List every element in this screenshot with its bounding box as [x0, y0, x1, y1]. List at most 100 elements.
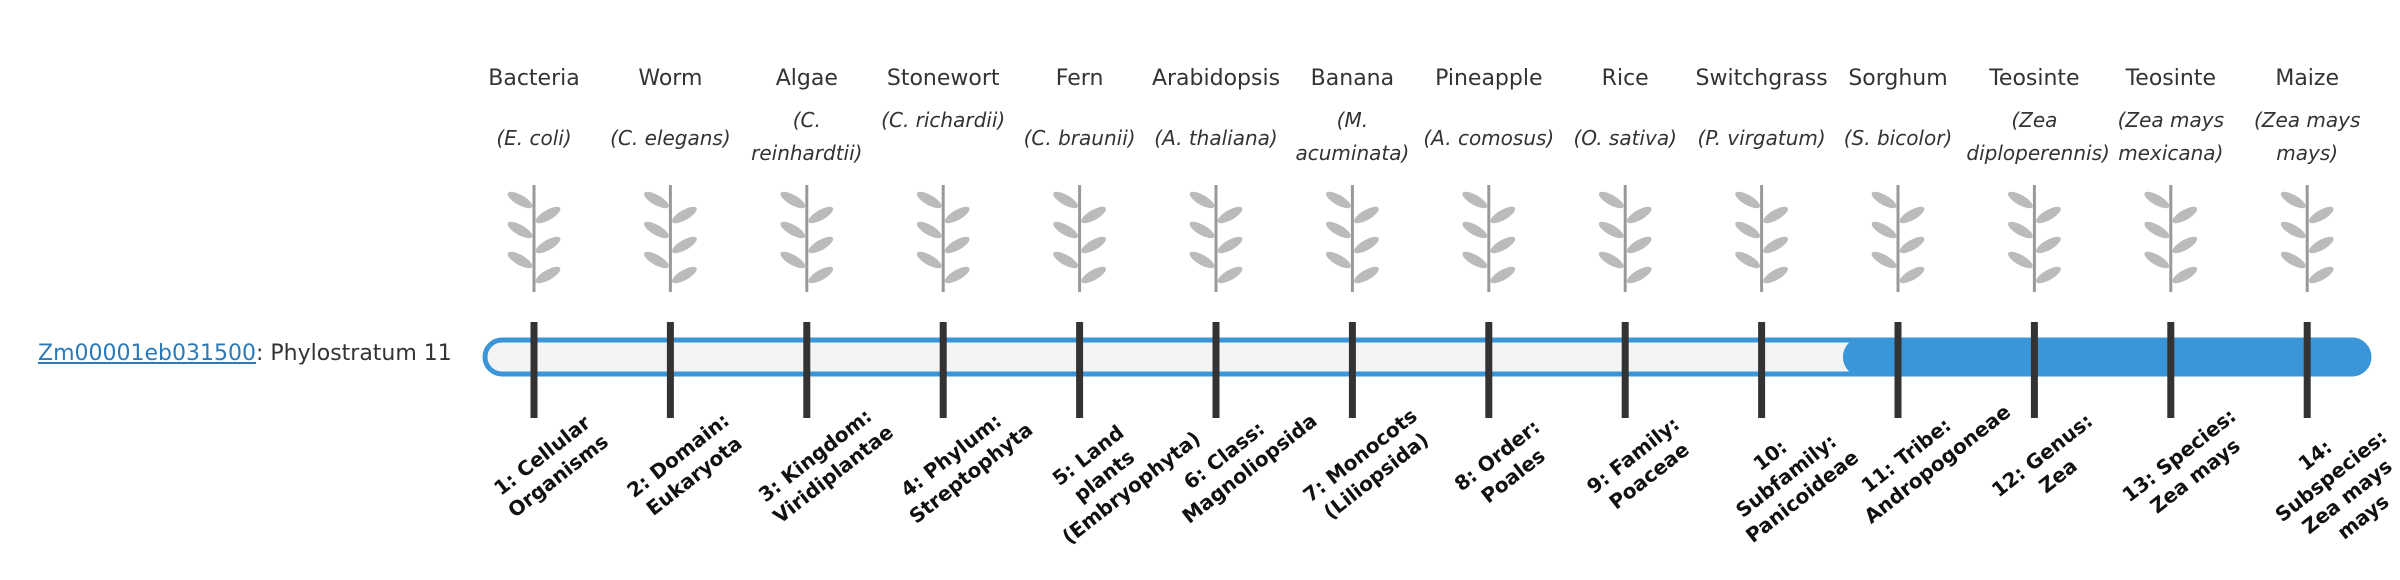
icon-leaf: [1081, 236, 1106, 254]
icon-leaf: [507, 191, 533, 209]
organism-name: Sorghum: [1848, 66, 1948, 91]
organism-name: Banana: [1310, 66, 1395, 91]
icon-leaf: [644, 221, 669, 239]
icon-leaf: [1326, 251, 1351, 269]
icon-leaf: [1189, 251, 1215, 269]
icon-leaf: [1735, 221, 1760, 239]
organism-icon: [2008, 185, 2061, 292]
icon-leaf: [1189, 191, 1215, 209]
organism-species: (C. reinhardtii): [751, 108, 863, 165]
icon-leaf: [1354, 236, 1379, 254]
icon-leaf: [1598, 251, 1624, 269]
organism-icon: [916, 185, 970, 292]
organism-species: (M. acuminata): [1295, 108, 1410, 165]
icon-leaf: [916, 221, 942, 239]
organism-name: Worm: [638, 66, 703, 91]
icon-leaf: [1354, 206, 1379, 224]
organism-icon: [1189, 185, 1243, 292]
icon-leaf: [944, 236, 970, 254]
icon-leaf: [1462, 251, 1488, 269]
organism-name: Teosinte: [2125, 66, 2216, 91]
icon-leaf: [1217, 266, 1243, 284]
icon-leaf: [780, 221, 806, 239]
icon-leaf: [1626, 266, 1652, 284]
icon-leaf: [1217, 206, 1243, 224]
organism-species: (O. sativa): [1573, 126, 1677, 150]
organism-species: (E. coli): [496, 126, 572, 150]
icon-leaf: [1598, 191, 1624, 209]
organism-species: (A. comosus): [1423, 126, 1555, 150]
phylostratum-text: : Phylostratum 11: [255, 341, 452, 366]
organism-species: (P. virgatum): [1697, 126, 1826, 150]
organism-name: Pineapple: [1435, 66, 1543, 91]
organism-icon: [644, 185, 697, 292]
icon-leaf: [2280, 191, 2306, 209]
organism-icon: [1326, 185, 1379, 292]
icon-leaf: [2008, 221, 2033, 239]
organism-species: (C. elegans): [610, 126, 731, 150]
organism-icon: [1735, 185, 1788, 292]
icon-leaf: [1871, 251, 1897, 269]
icon-leaf: [2308, 266, 2334, 284]
icon-leaf: [1763, 266, 1788, 284]
icon-leaf: [1899, 236, 1925, 254]
icon-leaf: [1081, 206, 1106, 224]
organism-icon: [1462, 185, 1516, 292]
icon-leaf: [2280, 251, 2306, 269]
organism-name: Bacteria: [488, 66, 580, 91]
icon-leaf: [644, 191, 669, 209]
icon-leaf: [944, 266, 970, 284]
organism-icon: [1871, 185, 1925, 292]
icon-leaf: [535, 266, 561, 284]
icon-leaf: [780, 191, 806, 209]
icon-leaf: [1217, 236, 1243, 254]
organism-species: (Zea diploperennis): [1966, 108, 2110, 165]
icon-leaf: [507, 221, 533, 239]
organism-name: Maize: [2275, 66, 2340, 91]
icon-leaf: [1735, 191, 1760, 209]
organism-icon: [2144, 185, 2198, 292]
organism-name: Switchgrass: [1695, 66, 1828, 91]
icon-leaf: [808, 206, 834, 224]
icon-leaf: [1899, 266, 1925, 284]
icon-leaf: [1354, 266, 1379, 284]
icon-leaf: [2144, 191, 2170, 209]
icon-leaf: [808, 236, 834, 254]
organism-icon: [507, 185, 561, 292]
icon-leaf: [1871, 191, 1897, 209]
icon-leaf: [2008, 191, 2033, 209]
organism-name: Fern: [1055, 66, 1104, 91]
icon-leaf: [1326, 221, 1351, 239]
icon-leaf: [808, 266, 834, 284]
icon-leaf: [916, 251, 942, 269]
icon-leaf: [644, 251, 669, 269]
timeline-fill: [1843, 337, 2371, 377]
icon-leaf: [2036, 266, 2061, 284]
icon-leaf: [1626, 236, 1652, 254]
gene-label: Zm00001eb031500: Phylostratum 11: [38, 341, 452, 366]
icon-leaf: [1871, 221, 1897, 239]
organism-name: Algae: [775, 66, 838, 91]
organism-species: (Zea mays mexicana): [2117, 108, 2224, 165]
icon-leaf: [2036, 236, 2061, 254]
icon-leaf: [1053, 251, 1078, 269]
icon-leaf: [2172, 266, 2198, 284]
icon-leaf: [1763, 236, 1788, 254]
gene-link[interactable]: Zm00001eb031500: [38, 341, 256, 366]
icon-leaf: [780, 251, 806, 269]
organism-species: (C. richardii): [881, 108, 1006, 132]
organism-icon: [1053, 185, 1106, 292]
organism-species: (S. bicolor): [1843, 126, 1953, 150]
icon-leaf: [1053, 221, 1078, 239]
icon-leaf: [2008, 251, 2033, 269]
icon-leaf: [1081, 266, 1106, 284]
organism-species: (A. thaliana): [1154, 126, 1278, 150]
icon-leaf: [535, 236, 561, 254]
icon-leaf: [1490, 266, 1516, 284]
icon-leaf: [2036, 206, 2061, 224]
organism-species: (Zea mays mays): [2253, 108, 2361, 165]
icon-leaf: [1462, 191, 1488, 209]
icons: [507, 185, 2334, 292]
icon-leaf: [1490, 236, 1516, 254]
organism-name: Rice: [1601, 66, 1649, 91]
